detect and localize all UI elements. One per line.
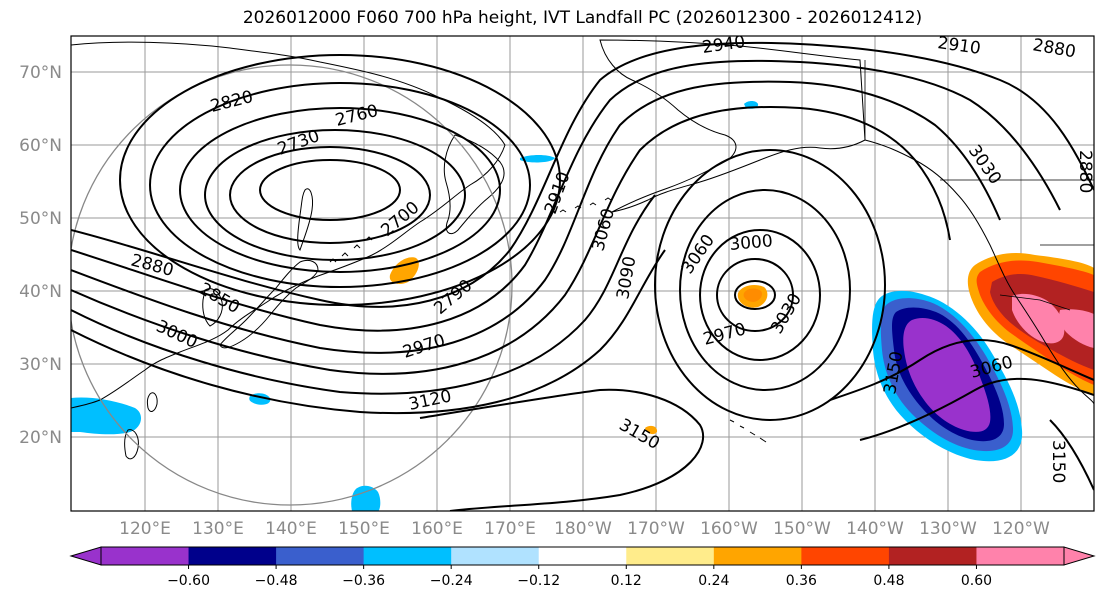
lat-label: 30°N bbox=[19, 355, 62, 375]
colorbar-extend-high bbox=[1063, 546, 1096, 566]
colorbar-label: 0.48 bbox=[873, 573, 904, 589]
colorbar-swatch bbox=[101, 547, 190, 565]
lon-label: 120°W bbox=[992, 519, 1050, 539]
colorbar-swatch bbox=[626, 547, 715, 565]
ivt-positive-shading bbox=[389, 253, 1094, 435]
lat-label: 40°N bbox=[19, 282, 62, 302]
height-contours bbox=[71, 41, 1094, 511]
borders bbox=[864, 60, 1094, 311]
svg-text:2880: 2880 bbox=[1075, 150, 1095, 193]
svg-text:2910: 2910 bbox=[936, 33, 982, 59]
ivt-negative-shading bbox=[71, 101, 1023, 511]
lat-label: 60°N bbox=[19, 136, 62, 156]
colorbar-swatch bbox=[451, 547, 540, 565]
lon-label: 160°W bbox=[700, 519, 758, 539]
radius-circle bbox=[71, 64, 513, 506]
colorbar-label: −0.24 bbox=[430, 573, 473, 589]
colorbar-outline bbox=[100, 546, 1065, 566]
colorbar-label: 0.24 bbox=[698, 573, 729, 589]
svg-text:2940: 2940 bbox=[701, 32, 747, 58]
latitude-labels: 70°N 60°N 50°N 40°N 30°N 20°N bbox=[19, 63, 62, 448]
lon-label: 170°E bbox=[484, 519, 536, 539]
colorbar-label: 0.12 bbox=[611, 573, 642, 589]
colorbar: −0.60 −0.48 −0.36 −0.24 −0.12 0.12 0.24 0.36 0.4… bbox=[69, 546, 1096, 589]
lon-label: 130°W bbox=[919, 519, 977, 539]
lon-label: 140°W bbox=[846, 519, 904, 539]
lon-label: 170°W bbox=[627, 519, 685, 539]
colorbar-label: −0.36 bbox=[342, 573, 385, 589]
lon-label: 180°W bbox=[554, 519, 612, 539]
colorbar-label: 0.36 bbox=[786, 573, 817, 589]
lon-label: 140°E bbox=[265, 519, 317, 539]
svg-text:3000: 3000 bbox=[729, 231, 774, 255]
longitude-labels: 120°E 130°E 140°E 150°E 160°E 170°E 180°… bbox=[119, 519, 1050, 539]
lon-label: 130°E bbox=[192, 519, 244, 539]
lat-label: 70°N bbox=[19, 63, 62, 83]
colorbar-label: −0.48 bbox=[255, 573, 298, 589]
colorbar-swatch bbox=[976, 547, 1065, 565]
colorbar-swatch bbox=[188, 547, 277, 565]
lon-label: 120°E bbox=[119, 519, 171, 539]
colorbar-label: −0.60 bbox=[167, 573, 210, 589]
lon-label: 160°E bbox=[411, 519, 463, 539]
colorbar-label: 0.60 bbox=[961, 573, 992, 589]
colorbar-label: −0.12 bbox=[517, 573, 560, 589]
map-title: 2026012000 F060 700 hPa height, IVT Land… bbox=[242, 8, 923, 28]
colorbar-swatch bbox=[801, 547, 890, 565]
lon-label: 150°E bbox=[338, 519, 390, 539]
colorbar-swatch bbox=[888, 547, 977, 565]
lon-label: 150°W bbox=[773, 519, 831, 539]
lat-label: 50°N bbox=[19, 209, 62, 229]
colorbar-swatch bbox=[538, 547, 627, 565]
colorbar-swatch bbox=[276, 547, 365, 565]
colorbar-extend-low bbox=[69, 546, 102, 566]
colorbar-swatch bbox=[713, 547, 802, 565]
svg-text:3150: 3150 bbox=[1048, 440, 1068, 483]
colorbar-swatch bbox=[363, 547, 452, 565]
lat-label: 20°N bbox=[19, 428, 62, 448]
map-frame bbox=[70, 35, 1095, 512]
